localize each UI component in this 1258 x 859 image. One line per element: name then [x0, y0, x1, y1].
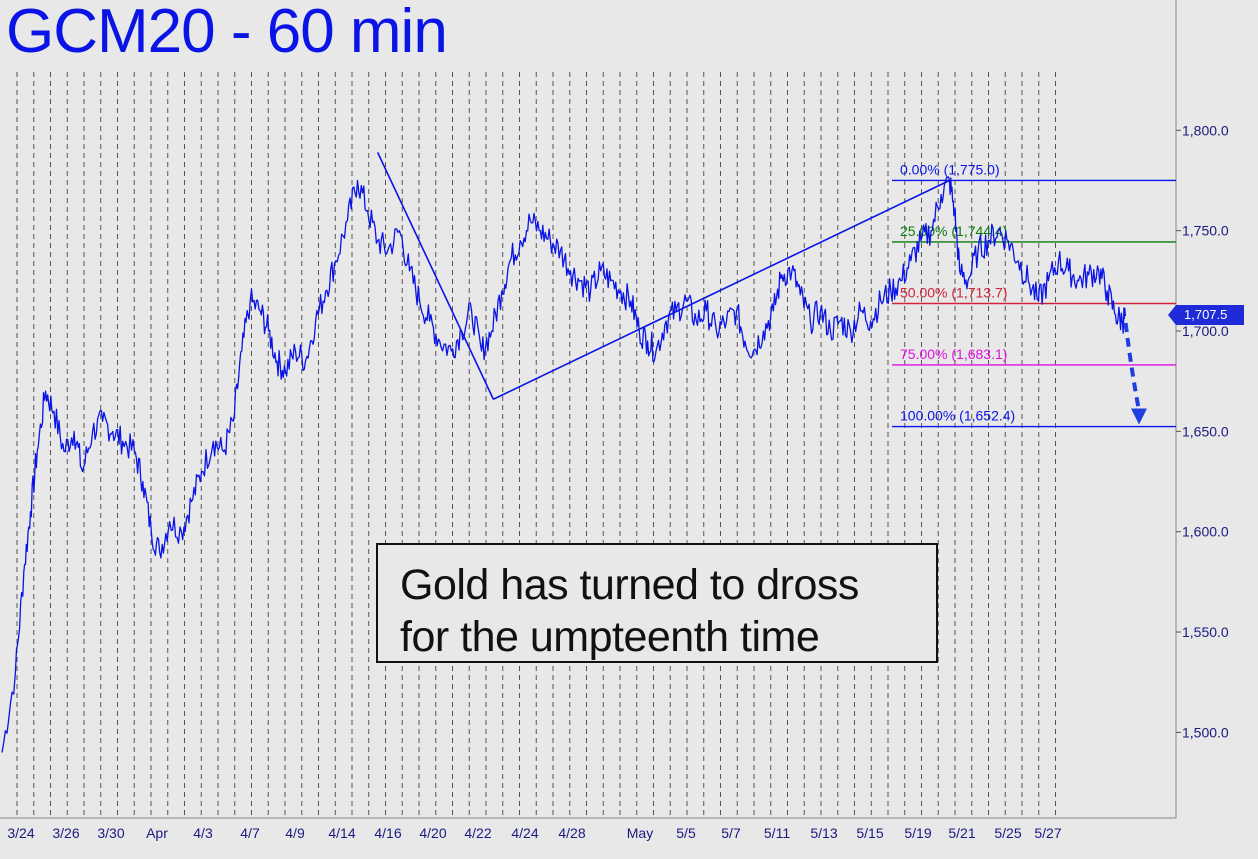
y-tick-label: 1,800.0	[1182, 122, 1229, 138]
x-tick-label: 5/19	[904, 825, 931, 841]
vertical-gridlines	[16, 72, 1056, 818]
projection-arrow	[1123, 322, 1148, 425]
y-tick-label: 1,500.0	[1182, 724, 1229, 740]
x-tick-label: 5/15	[856, 825, 883, 841]
x-tick-label: 5/21	[948, 825, 975, 841]
y-tick-label: 1,750.0	[1182, 223, 1229, 239]
x-tick-label: 5/5	[676, 825, 696, 841]
last-price-tag: 1,707.5	[1168, 305, 1244, 325]
trendline	[493, 179, 950, 400]
projection-arrowhead	[1131, 408, 1148, 425]
x-tick-label: 5/7	[721, 825, 741, 841]
annotation-line-1: Gold has turned to dross	[400, 561, 859, 609]
x-tick-label: 5/13	[810, 825, 837, 841]
x-tick-label: 4/14	[328, 825, 355, 841]
trendline	[376, 152, 495, 400]
x-tick-label: 4/28	[558, 825, 585, 841]
x-tick-label: 4/9	[285, 825, 305, 841]
x-tick-label: 5/27	[1034, 825, 1061, 841]
x-tick-label: 4/24	[511, 825, 538, 841]
projection-path	[1123, 322, 1141, 411]
y-tick-label: 1,550.0	[1182, 624, 1229, 640]
x-tick-label: 4/3	[193, 825, 213, 841]
x-tick-label: 4/16	[374, 825, 401, 841]
x-tick-label: 3/30	[97, 825, 124, 841]
fib-level-label: 100.00% (1,652.4)	[900, 408, 1015, 424]
price-axis: 1,500.0 1,550.0 1,600.0 1,650.0 1,700.0 1,750…	[0, 0, 1229, 819]
y-tick-label: 1,700.0	[1182, 323, 1229, 339]
fibonacci-levels: 0.00% (1,775.0)25.00% (1,744.4)50.00% (1…	[892, 161, 1176, 428]
y-tick-label: 1,650.0	[1182, 423, 1229, 439]
y-tick-label: 1,600.0	[1182, 524, 1229, 540]
date-axis: 3/24 3/26 3/30 Apr 4/3 4/7 4/9 4/14 4/16 4/20 4/22…	[7, 825, 1061, 841]
x-tick-label: 4/7	[240, 825, 260, 841]
fib-level-label: 0.00% (1,775.0)	[900, 161, 1000, 177]
x-tick-label: May	[627, 825, 653, 841]
x-tick-label: 5/25	[994, 825, 1021, 841]
x-tick-label: 5/11	[764, 825, 790, 841]
x-tick-label: 4/20	[419, 825, 446, 841]
x-tick-label: 3/24	[7, 825, 34, 841]
x-tick-label: 3/26	[52, 825, 79, 841]
annotation-box: Gold has turned to dross for the umpteen…	[376, 543, 938, 663]
fib-level-label: 75.00% (1,683.1)	[900, 346, 1007, 362]
price-line	[1, 176, 1127, 753]
fib-level-label: 50.00% (1,713.7)	[900, 285, 1007, 301]
annotation-line-2: for the umpteenth time	[400, 613, 820, 661]
chart-title: GCM20 - 60 min	[6, 0, 448, 66]
trendlines	[376, 152, 950, 400]
x-tick-label: 4/22	[464, 825, 491, 841]
x-tick-label: Apr	[146, 825, 168, 841]
price-series	[1, 176, 1127, 753]
